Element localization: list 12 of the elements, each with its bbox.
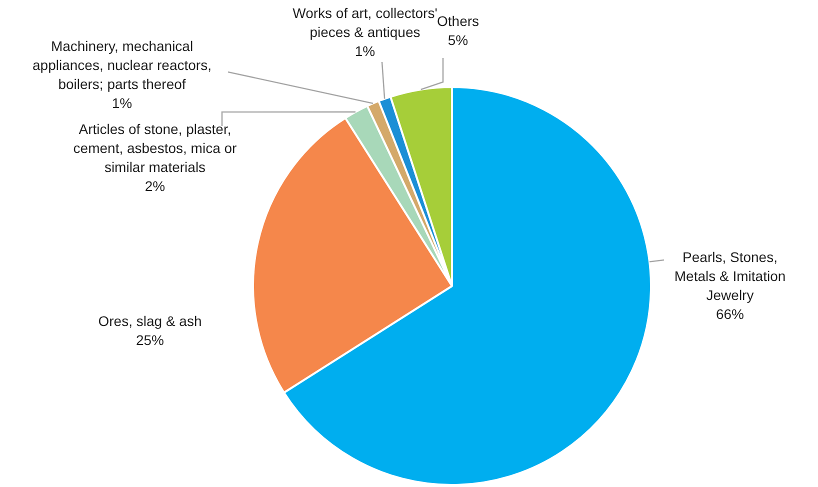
slice-label: Pearls, Stones, Metals & Imitation Jewelry — [674, 249, 786, 303]
data-label: 2% — [144, 178, 166, 194]
slice-label: Works of art, collectors' pieces & antiques — [292, 5, 438, 40]
slice-label: Machinery, mechanical appliances, nuclear reactors, boilers; parts thereof — [32, 38, 212, 92]
data-label: 1% — [112, 95, 132, 111]
data-label: 1% — [354, 43, 376, 59]
slice-label: Ores, slag & ash — [98, 313, 202, 329]
slice-label: Articles of stone, plaster, cement, asbestos, mica or similar materials — [73, 121, 238, 175]
slice-label: Others — [436, 13, 480, 29]
data-label: 66% — [716, 306, 744, 322]
data-label: 25% — [136, 332, 164, 348]
data-label: 5% — [448, 32, 468, 48]
